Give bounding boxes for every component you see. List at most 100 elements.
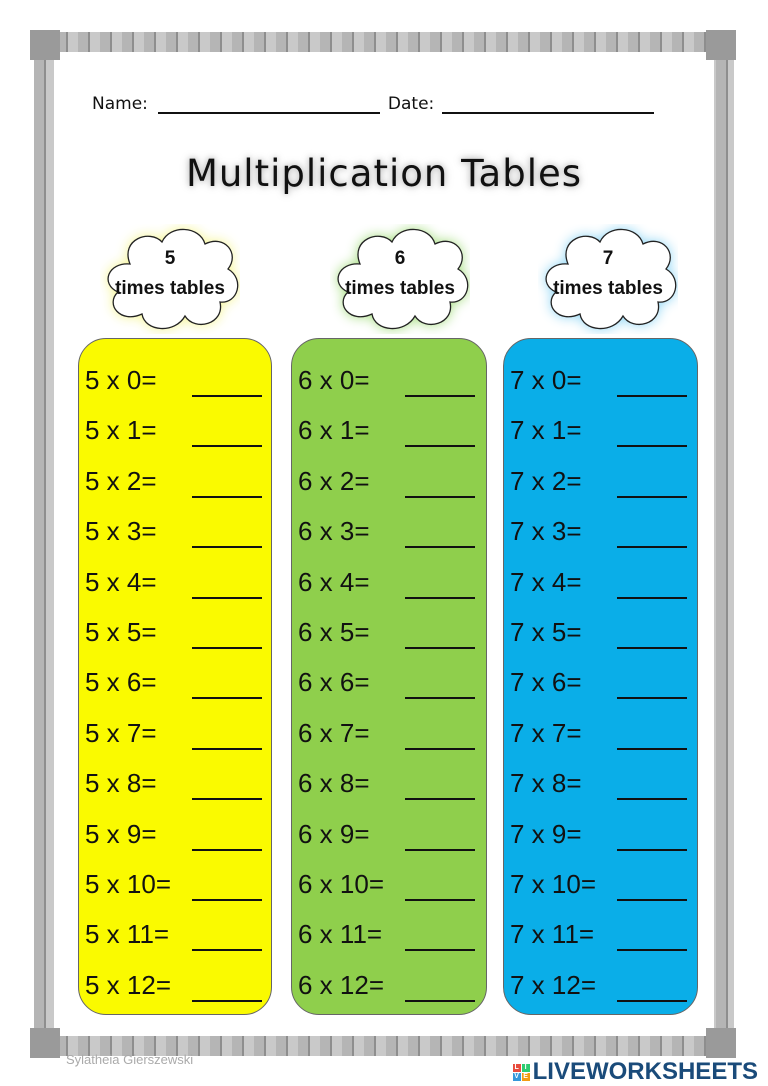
corner-ornament-icon (30, 30, 60, 60)
equation-text: 5 x 12= (85, 969, 172, 1000)
answer-input[interactable] (192, 616, 262, 649)
answer-input[interactable] (192, 667, 262, 700)
equation-row: 5 x 6= (79, 667, 271, 717)
answer-input[interactable] (192, 818, 262, 851)
answer-input[interactable] (192, 566, 262, 599)
answer-input[interactable] (617, 717, 687, 750)
equation-row: 7 x 8= (504, 768, 697, 818)
cloud-label-7: 7 times tables (538, 224, 678, 334)
equation-row: 5 x 1= (79, 415, 271, 465)
table-number: 7 (602, 248, 614, 269)
answer-input[interactable] (617, 868, 687, 901)
equation-row: 6 x 9= (292, 818, 486, 869)
answer-input[interactable] (617, 465, 687, 498)
answer-input[interactable] (617, 415, 687, 448)
times-table-column-6: 6 x 0= 6 x 1= 6 x 2= 6 x 3= 6 x 4= 6 x 5= 6 x … (291, 338, 487, 1015)
answer-input[interactable] (617, 616, 687, 649)
equation-text: 5 x 7= (85, 717, 157, 748)
equation-text: 5 x 11= (85, 919, 170, 950)
corner-ornament-icon (706, 30, 736, 60)
answer-input[interactable] (617, 365, 687, 397)
answer-input[interactable] (405, 566, 475, 599)
answer-input[interactable] (617, 516, 687, 549)
table-number: 5 (164, 248, 176, 269)
equation-row: 6 x 3= (292, 516, 486, 566)
equation-text: 7 x 6= (510, 667, 582, 698)
answer-input[interactable] (405, 919, 475, 952)
equation-row: 6 x 2= (292, 465, 486, 516)
equation-text: 7 x 7= (510, 717, 582, 748)
answer-input[interactable] (405, 465, 475, 498)
answer-input[interactable] (617, 969, 687, 1002)
equation-text: 5 x 10= (85, 868, 172, 899)
answer-input[interactable] (405, 969, 475, 1002)
equation-text: 6 x 10= (298, 868, 385, 899)
answer-input[interactable] (192, 465, 262, 498)
answer-input[interactable] (405, 415, 475, 448)
equation-text: 6 x 9= (298, 818, 370, 849)
answer-input[interactable] (617, 667, 687, 700)
equation-row: 5 x 4= (79, 566, 271, 617)
answer-input[interactable] (192, 868, 262, 901)
equation-row: 5 x 7= (79, 717, 271, 768)
brand-name: LIVEWORKSHEETS (532, 1058, 758, 1085)
equation-row: 5 x 2= (79, 465, 271, 516)
corner-ornament-icon (706, 1028, 736, 1058)
answer-input[interactable] (405, 365, 475, 397)
equation-row: 7 x 0= (504, 365, 697, 415)
equation-row: 6 x 12= (292, 969, 486, 1020)
answer-input[interactable] (617, 768, 687, 801)
equation-text: 7 x 0= (510, 365, 582, 395)
table-subtitle: times tables (553, 278, 663, 299)
equation-text: 7 x 3= (510, 516, 582, 547)
table-subtitle: times tables (115, 278, 225, 299)
equation-text: 5 x 4= (85, 566, 157, 597)
equation-row: 6 x 8= (292, 768, 486, 818)
name-field[interactable] (157, 94, 380, 114)
equation-row: 5 x 9= (79, 818, 271, 869)
equation-text: 6 x 11= (298, 919, 383, 950)
answer-input[interactable] (405, 717, 475, 750)
answer-input[interactable] (192, 516, 262, 549)
answer-input[interactable] (405, 818, 475, 851)
times-table-column-5: 5 x 0= 5 x 1= 5 x 2= 5 x 3= 5 x 4= 5 x 5= 5 x … (78, 338, 272, 1015)
cloud-icon (107, 228, 239, 330)
answer-input[interactable] (192, 717, 262, 750)
equation-text: 7 x 5= (510, 616, 582, 647)
equation-text: 6 x 0= (298, 365, 370, 395)
equation-row: 7 x 6= (504, 667, 697, 717)
equation-text: 6 x 1= (298, 415, 370, 446)
equation-row: 5 x 11= (79, 919, 271, 969)
answer-input[interactable] (617, 818, 687, 851)
equation-row: 7 x 5= (504, 616, 697, 667)
equation-row: 6 x 7= (292, 717, 486, 768)
equation-text: 6 x 4= (298, 566, 370, 597)
answer-input[interactable] (405, 516, 475, 549)
answer-input[interactable] (192, 969, 262, 1002)
equation-text: 5 x 8= (85, 768, 157, 799)
answer-input[interactable] (617, 566, 687, 599)
cloud-icon (545, 228, 677, 330)
answer-input[interactable] (405, 768, 475, 801)
answer-input[interactable] (192, 365, 262, 397)
equation-row: 7 x 10= (504, 868, 697, 919)
answer-input[interactable] (192, 919, 262, 952)
equation-row: 6 x 6= (292, 667, 486, 717)
equation-row: 6 x 4= (292, 566, 486, 617)
cloud-label-5: 5 times tables (100, 224, 240, 334)
answer-input[interactable] (192, 768, 262, 801)
equation-text: 5 x 3= (85, 516, 157, 547)
equation-row: 6 x 0= (292, 365, 486, 415)
answer-input[interactable] (192, 415, 262, 448)
equation-text: 7 x 9= (510, 818, 582, 849)
date-field[interactable] (442, 94, 655, 114)
answer-input[interactable] (405, 616, 475, 649)
answer-input[interactable] (617, 919, 687, 952)
table-number: 6 (394, 248, 406, 269)
answer-input[interactable] (405, 868, 475, 901)
equation-row: 7 x 11= (504, 919, 697, 969)
answer-input[interactable] (405, 667, 475, 700)
equation-text: 6 x 5= (298, 616, 370, 647)
equation-row: 5 x 5= (79, 616, 271, 667)
